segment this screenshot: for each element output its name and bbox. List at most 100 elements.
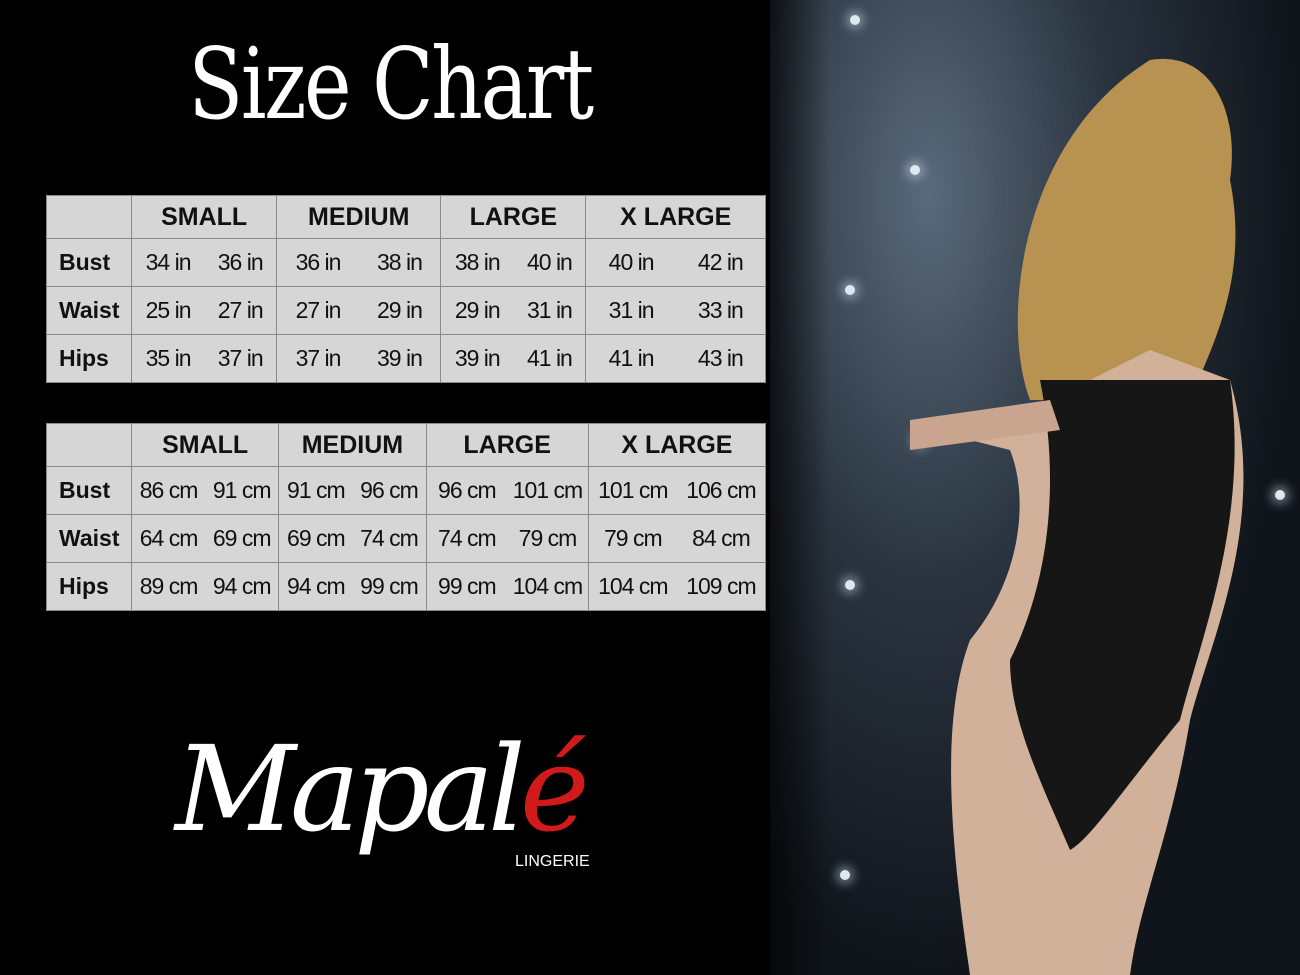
size-header-large: LARGE [425, 423, 589, 467]
size-range-cell: 69 cm 74 cm [278, 514, 427, 563]
range-min: 39 in [454, 345, 501, 371]
range-max: 38 in [377, 249, 423, 275]
range-max: 96 cm [360, 477, 419, 503]
model-photo [770, 0, 1300, 975]
range-min: 29 in [454, 297, 501, 323]
size-range-cell: 96 cm 101 cm [425, 466, 589, 515]
range-min: 31 in [608, 297, 655, 323]
size-range-cell: 79 cm 84 cm [587, 514, 767, 563]
size-header-large: LARGE [440, 195, 587, 239]
measure-label: Waist [46, 514, 132, 563]
size-header-medium: MEDIUM [278, 423, 427, 467]
range-min: 35 in [145, 345, 192, 371]
size-range-cell: 35 in 37 in [130, 334, 278, 383]
page-title: Size Chart [188, 28, 594, 142]
size-range-cell: 64 cm 69 cm [130, 514, 280, 563]
corner-cell [46, 195, 132, 239]
range-min: 89 cm [139, 573, 199, 599]
brand-logo: Mapalé LINGERIE [175, 720, 615, 890]
range-max: 101 cm [512, 477, 583, 503]
header-row: SMALL MEDIUM LARGE X LARGE [46, 423, 767, 467]
range-max: 43 in [697, 345, 744, 371]
measure-label: Hips [46, 334, 132, 383]
size-header-small: SMALL [130, 423, 280, 467]
range-max: 84 cm [692, 525, 751, 551]
range-min: 25 in [145, 297, 192, 323]
range-min: 101 cm [598, 477, 668, 503]
size-range-cell: 34 in 36 in [130, 238, 278, 287]
measure-label: Waist [46, 286, 132, 335]
size-range-cell: 39 in 41 in [440, 334, 587, 383]
size-header-small: SMALL [130, 195, 278, 239]
measure-label: Bust [46, 466, 132, 515]
table-row: Bust 86 cm 91 cm 91 cm 96 cm 96 cm 101 cm 101 c… [46, 466, 767, 515]
range-min: 91 cm [287, 477, 346, 503]
range-max: 41 in [526, 345, 573, 371]
size-range-cell: 89 cm 94 cm [130, 562, 280, 611]
size-range-cell: 38 in 40 in [440, 238, 587, 287]
range-min: 69 cm [287, 525, 346, 551]
measure-label: Bust [46, 238, 132, 287]
size-header-medium: MEDIUM [276, 195, 442, 239]
corner-cell [46, 423, 132, 467]
range-min: 79 cm [604, 525, 663, 551]
size-range-cell: 27 in 29 in [276, 286, 442, 335]
size-range-cell: 40 in 42 in [585, 238, 766, 287]
range-max: 29 in [377, 297, 423, 323]
header-row: SMALL MEDIUM LARGE X LARGE [46, 195, 766, 239]
size-range-cell: 74 cm 79 cm [425, 514, 589, 563]
range-min: 64 cm [139, 525, 199, 551]
range-max: 99 cm [360, 573, 419, 599]
range-min: 99 cm [438, 573, 497, 599]
range-min: 36 in [295, 249, 342, 275]
size-table-inches: SMALL MEDIUM LARGE X LARGE Bust 34 in 36 in 36 … [46, 195, 766, 383]
range-min: 34 in [145, 249, 192, 275]
table-row: Bust 34 in 36 in 36 in 38 in 38 in 40 in 40 in 4… [46, 238, 766, 287]
size-range-cell: 29 in 31 in [440, 286, 587, 335]
size-range-cell: 37 in 39 in [276, 334, 442, 383]
size-header-x-large: X LARGE [585, 195, 766, 239]
table-row: Hips 89 cm 94 cm 94 cm 99 cm 99 cm 104 cm 104 c… [46, 562, 767, 611]
size-range-cell: 101 cm 106 cm [587, 466, 767, 515]
range-max: 37 in [217, 345, 264, 371]
range-max: 91 cm [212, 477, 272, 503]
size-range-cell: 104 cm 109 cm [587, 562, 767, 611]
brand-tagline: LINGERIE [515, 853, 590, 870]
size-range-cell: 99 cm 104 cm [425, 562, 589, 611]
range-max: 69 cm [212, 525, 272, 551]
range-min: 40 in [608, 249, 655, 275]
range-min: 94 cm [287, 573, 346, 599]
range-min: 38 in [454, 249, 501, 275]
range-max: 74 cm [360, 525, 419, 551]
range-max: 104 cm [512, 573, 583, 599]
range-min: 96 cm [438, 477, 497, 503]
size-range-cell: 86 cm 91 cm [130, 466, 280, 515]
size-table-cm: SMALL MEDIUM LARGE X LARGE Bust 86 cm 91 cm 91 … [46, 423, 767, 611]
range-max: 36 in [217, 249, 264, 275]
measure-label: Hips [46, 562, 132, 611]
range-max: 106 cm [686, 477, 756, 503]
size-range-cell: 36 in 38 in [276, 238, 442, 287]
range-min: 104 cm [598, 573, 668, 599]
table-row: Waist 64 cm 69 cm 69 cm 74 cm 74 cm 79 cm 79 cm… [46, 514, 767, 563]
range-max: 33 in [697, 297, 744, 323]
range-min: 74 cm [438, 525, 497, 551]
range-min: 37 in [295, 345, 342, 371]
range-max: 109 cm [686, 573, 756, 599]
table-row: Hips 35 in 37 in 37 in 39 in 39 in 41 in 41 in 4… [46, 334, 766, 383]
size-range-cell: 25 in 27 in [130, 286, 278, 335]
range-min: 86 cm [139, 477, 199, 503]
size-range-cell: 91 cm 96 cm [278, 466, 427, 515]
table-row: Waist 25 in 27 in 27 in 29 in 29 in 31 in 31 in… [46, 286, 766, 335]
range-max: 31 in [526, 297, 573, 323]
brand-logo-script: Mapalé [175, 720, 590, 858]
size-range-cell: 94 cm 99 cm [278, 562, 427, 611]
range-min: 27 in [295, 297, 342, 323]
range-max: 42 in [697, 249, 744, 275]
range-max: 40 in [526, 249, 573, 275]
size-range-cell: 31 in 33 in [585, 286, 766, 335]
range-min: 41 in [608, 345, 655, 371]
range-max: 39 in [377, 345, 423, 371]
range-max: 79 cm [518, 525, 578, 551]
size-range-cell: 41 in 43 in [585, 334, 766, 383]
